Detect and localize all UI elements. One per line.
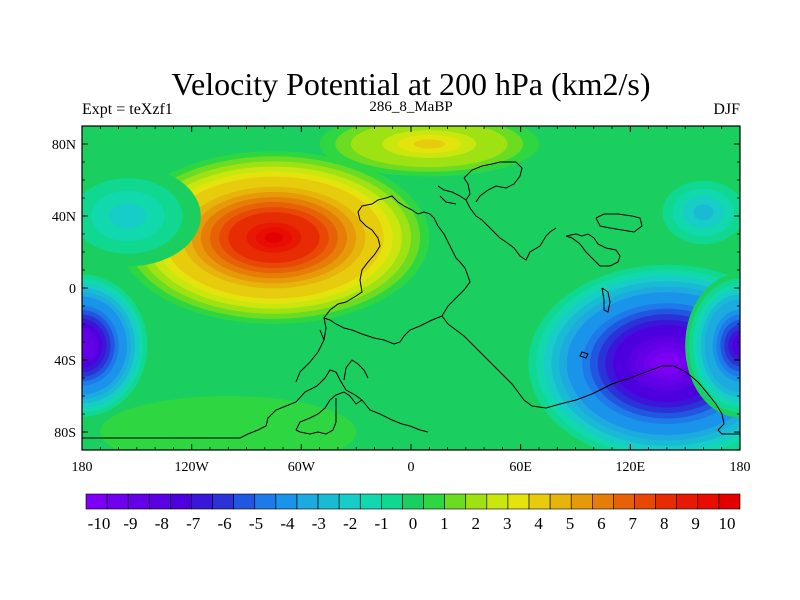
colorbar-label: 6 — [597, 514, 606, 533]
coastline-outlines — [82, 161, 740, 439]
y-tick-label: 80S — [54, 426, 76, 441]
y-tick-label: 80N — [52, 138, 76, 153]
field-ring — [82, 341, 87, 351]
contour-field — [82, 126, 740, 450]
period-label: 286_8_MaBP — [369, 99, 452, 115]
colorbar-swatch — [528, 493, 551, 510]
colorbar-label: 1 — [440, 514, 449, 533]
colorbar-swatch — [85, 493, 108, 510]
x-tick-label: 180 — [72, 460, 93, 475]
colorbar-swatch — [592, 493, 614, 510]
field-center-3 — [685, 273, 740, 418]
colorbar-label: -2 — [343, 514, 357, 533]
colorbar-label: -3 — [312, 514, 326, 533]
colorbar-swatch — [444, 493, 467, 510]
colorbar-label: -1 — [375, 514, 389, 533]
colorbar-swatch — [359, 493, 382, 510]
field-center-4 — [652, 172, 740, 252]
field-center-2 — [82, 270, 152, 422]
colorbar-swatch — [338, 493, 361, 510]
colorbar-label: -6 — [218, 514, 232, 533]
colorbar-label: 4 — [534, 514, 543, 533]
colorbar-label: 5 — [566, 514, 575, 533]
colorbar-swatch — [549, 493, 572, 510]
colorbar-swatch — [233, 493, 256, 510]
colorbar-label: 3 — [503, 514, 512, 533]
coastline-eurasia — [437, 161, 740, 435]
field-ring — [659, 358, 675, 370]
colorbar-swatch — [570, 493, 593, 510]
colorbar-swatch — [170, 493, 192, 510]
colorbar-label: -4 — [280, 514, 295, 533]
colorbar-swatch — [106, 493, 129, 510]
colorbar-swatch — [718, 493, 741, 510]
y-tick-label: 0 — [69, 282, 76, 297]
colorbar-label: -9 — [123, 514, 137, 533]
field-center-1 — [520, 259, 740, 450]
colorbar-swatch — [507, 493, 530, 510]
colorbar-label: -8 — [155, 514, 169, 533]
field-ring — [736, 340, 740, 351]
colorbar-label: -10 — [88, 514, 111, 533]
colorbar-label: 10 — [719, 514, 736, 533]
field-center-7 — [100, 396, 357, 450]
colorbar-label: 2 — [472, 514, 481, 533]
x-tick-label: 0 — [408, 460, 415, 475]
colorbar-swatch — [676, 493, 699, 510]
colorbar-swatch — [381, 493, 403, 510]
coastline-america — [82, 195, 471, 439]
field-center-5 — [82, 165, 201, 267]
colorbar-swatch — [212, 493, 234, 510]
y-tick-label: 40N — [52, 210, 76, 225]
colorbar-label: -7 — [186, 514, 201, 533]
colorbar-swatch — [275, 493, 298, 510]
colorbar-swatch — [634, 493, 656, 510]
colorbar-swatch — [148, 493, 171, 510]
colorbar-swatch — [127, 493, 150, 510]
colorbar: -10 -9 -8 -7 -6 -5 -4 -3 -2 -1 0 1 2 3 4 5 6 7 8 9 10 — [85, 493, 741, 533]
colorbar-swatch — [423, 493, 445, 510]
x-tick-label: 60E — [509, 460, 532, 475]
x-tick-label: 180 — [730, 460, 751, 475]
y-tick-label: 40S — [54, 354, 76, 369]
field-center-6 — [319, 126, 539, 177]
y-axis: 80N 40N 0 40S 80S — [52, 125, 740, 451]
x-tick-label: 60W — [288, 460, 316, 475]
field-ring — [109, 203, 146, 229]
field-ring — [413, 139, 445, 149]
colorbar-swatch — [402, 493, 424, 510]
colorbar-swatch — [191, 493, 213, 510]
field-ring — [185, 420, 271, 444]
colorbar-swatch — [254, 493, 277, 510]
x-tick-label: 120E — [616, 460, 646, 475]
colorbar-label: -5 — [249, 514, 263, 533]
colorbar-swatch — [613, 493, 635, 510]
experiment-label: Expt = teXzf1 — [82, 101, 173, 118]
colorbar-swatch — [697, 493, 720, 510]
field-center-0 — [118, 151, 430, 324]
x-tick-label: 120W — [175, 460, 210, 475]
colorbar-swatch — [296, 493, 319, 510]
colorbar-label: 9 — [691, 514, 700, 533]
colorbar-label: 0 — [409, 514, 418, 533]
colorbar-swatch — [317, 493, 340, 510]
colorbar-swatch — [465, 493, 488, 510]
colorbar-swatch — [655, 493, 678, 510]
colorbar-swatch — [486, 493, 509, 510]
chart-title: Velocity Potential at 200 hPa (km2/s) — [171, 66, 650, 102]
x-axis: 180 120W 60W 0 60E 120E 180 — [72, 126, 751, 475]
season-label: DJF — [713, 101, 740, 118]
colorbar-label: 8 — [660, 514, 669, 533]
field-ring — [264, 232, 284, 243]
colorbar-label: 7 — [629, 514, 638, 533]
field-ring — [693, 204, 714, 221]
